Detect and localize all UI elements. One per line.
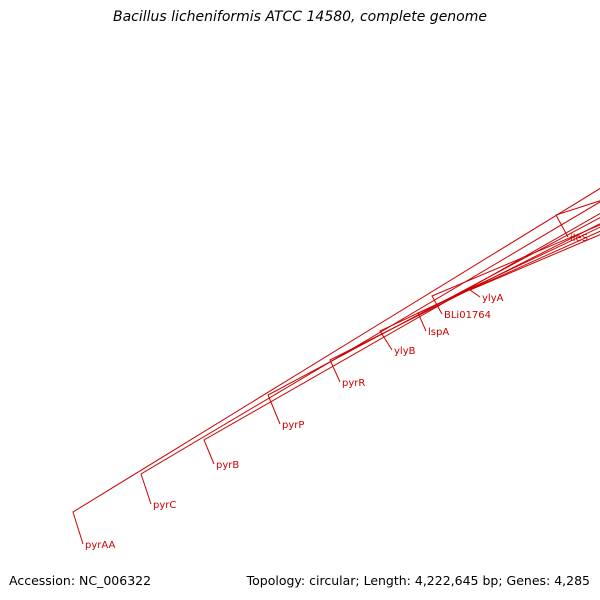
gene-label-pyraa: pyrAA (85, 540, 115, 551)
gene-callouts: ileS ylyA BLi01764 lspA ylyB pyrR pyrP pyrB pyrC… (72, 187, 600, 551)
genome-stats-text: Topology: circular; Length: 4,222,645 bp… (246, 573, 590, 588)
callout-line-pyrb (203, 212, 600, 465)
gene-label-ylyb: ylyB (394, 346, 416, 357)
gene-label-pyrr: pyrR (342, 378, 365, 389)
gene-label-lspa: lspA (428, 327, 449, 338)
gene-label-bli01764: BLi01764 (444, 310, 491, 321)
accession-text: Accession: NC_006322 (9, 573, 152, 588)
callout-line-ylyb (379, 226, 600, 351)
gene-label-pyrc: pyrC (153, 500, 176, 511)
gene-label-iles: ileS (570, 233, 588, 244)
callout-line-lspa (417, 230, 600, 332)
callout-line-pyraa (72, 187, 600, 545)
callout-line-bli01764 (431, 224, 600, 315)
callout-line-pyrp (267, 217, 600, 425)
gene-label-pyrb: pyrB (216, 460, 239, 471)
callout-line-pyrc (140, 201, 600, 505)
gene-label-ylya: ylyA (482, 293, 504, 304)
map-title: Bacillus licheniformis ATCC 14580, compl… (113, 9, 487, 25)
callout-line-pyrr (329, 223, 600, 383)
gene-label-pyrp: pyrP (282, 420, 304, 431)
